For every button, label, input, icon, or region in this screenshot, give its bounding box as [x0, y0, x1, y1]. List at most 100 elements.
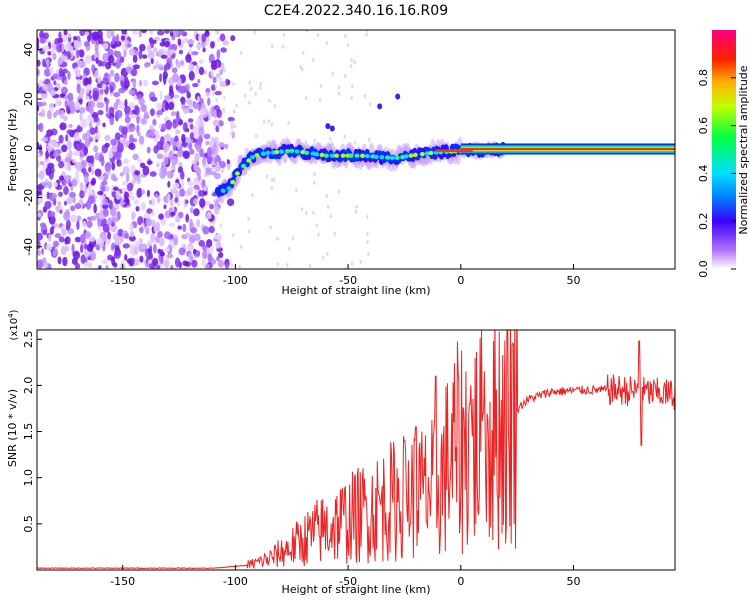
heatmap-cell — [403, 154, 409, 159]
heatmap-cell — [122, 243, 130, 249]
heatmap-cell — [88, 182, 92, 192]
heatmap-cell — [128, 235, 136, 242]
heatmap-cell — [319, 152, 325, 158]
heatmap-cell — [435, 149, 442, 153]
heatmap-cell — [207, 97, 211, 106]
heatmap-cell — [337, 189, 340, 194]
heatmap-cell — [351, 84, 354, 89]
heatmap-cell — [161, 123, 167, 131]
heatmap-cell — [313, 180, 316, 185]
heatmap-cell — [152, 65, 158, 70]
heatmap-cell — [193, 184, 200, 190]
heatmap-cell — [182, 150, 190, 159]
heatmap-cell — [89, 127, 96, 135]
heatmap-cell — [216, 49, 221, 60]
heatmap-cell — [140, 201, 147, 211]
heatmap-cell — [79, 233, 86, 244]
heatmap-cell — [218, 160, 226, 169]
heatmap-cell — [81, 167, 87, 174]
heatmap-cell — [129, 134, 134, 144]
heatmap-cell — [220, 47, 227, 53]
heatmap-cell — [188, 70, 195, 81]
heatmap-cell — [363, 94, 367, 99]
heatmap-cell — [205, 247, 210, 255]
heatmap-cell — [110, 138, 117, 146]
heatmap-cell — [52, 248, 58, 257]
heatmap-cell — [52, 240, 60, 248]
heatmap-cell — [337, 85, 341, 90]
heatmap-cell — [117, 142, 124, 153]
heatmap-cell — [201, 250, 207, 259]
heatmap-cell — [78, 92, 84, 100]
heatmap-cell — [124, 115, 131, 124]
heatmap-cell — [115, 50, 122, 59]
heatmap-cell — [344, 74, 347, 79]
heatmap-cell — [73, 131, 80, 142]
heatmap-cell — [188, 48, 192, 55]
heatmap-cell — [344, 266, 347, 269]
heatmap-cell — [366, 240, 369, 245]
heatmap-cell — [226, 198, 235, 207]
heatmap-cell — [90, 180, 96, 186]
heatmap-cell — [80, 87, 85, 95]
heatmap-cell — [231, 233, 235, 238]
heatmap-cell — [37, 160, 40, 169]
heatmap-cell — [203, 70, 208, 75]
heatmap-cell — [147, 240, 153, 245]
heatmap-cell — [153, 47, 158, 53]
heatmap-cell — [42, 257, 47, 263]
heatmap-cell — [70, 205, 76, 212]
heatmap-cell — [238, 155, 242, 160]
heatmap-cell — [123, 191, 130, 200]
colorbar-gradient — [712, 30, 736, 269]
heatmap-cell — [102, 53, 110, 63]
heatmap-cell — [83, 262, 91, 268]
heatmap-cell — [337, 91, 341, 96]
heatmap-cell — [76, 83, 81, 94]
heatmap-cell — [42, 101, 47, 107]
heatmap-cell — [155, 235, 160, 244]
heatmap-cell — [114, 132, 121, 141]
heatmap-cell — [122, 166, 130, 175]
heatmap-cell — [80, 149, 84, 157]
heatmap-cell — [248, 100, 251, 105]
heatmap-cell — [173, 30, 180, 37]
heatmap-cell — [88, 76, 92, 85]
heatmap-cell — [439, 149, 446, 153]
heatmap-cell — [354, 209, 358, 214]
heatmap-cell — [70, 215, 76, 223]
heatmap-cell — [212, 76, 217, 84]
heatmap-cell — [47, 181, 52, 190]
heatmap-band — [460, 148, 675, 150]
heatmap-cell — [110, 69, 115, 77]
heatmap-cell — [141, 104, 147, 113]
heatmap-cell — [210, 60, 218, 70]
heatmap-cell — [104, 142, 110, 148]
heatmap-cell — [217, 120, 224, 127]
heatmap-cell — [60, 144, 68, 153]
heatmap-cell — [94, 152, 100, 161]
heatmap-cell — [113, 102, 119, 111]
heatmap-cell — [211, 84, 216, 91]
heatmap-cell — [175, 129, 181, 135]
heatmap-cell — [214, 154, 221, 165]
heatmap-cell — [146, 146, 151, 154]
heatmap-cell — [156, 102, 163, 111]
heatmap-cell — [48, 146, 52, 153]
heatmap-cell — [178, 162, 183, 167]
heatmap-cell — [217, 37, 220, 42]
heatmap-cell — [295, 188, 298, 193]
heatmap-cell — [217, 251, 224, 258]
heatmap-cell — [214, 141, 218, 151]
heatmap-cell — [234, 171, 240, 176]
heatmap-cell — [156, 162, 160, 168]
heatmap-cell — [253, 30, 256, 35]
heatmap-cell — [279, 149, 285, 154]
heatmap-cell — [57, 37, 63, 44]
heatmap-cell — [185, 54, 192, 63]
heatmap-cell — [37, 152, 41, 158]
heatmap-cell — [216, 30, 220, 35]
heatmap-cell — [353, 140, 356, 145]
heatmap-cell — [37, 212, 42, 218]
heatmap-cell — [37, 239, 41, 250]
